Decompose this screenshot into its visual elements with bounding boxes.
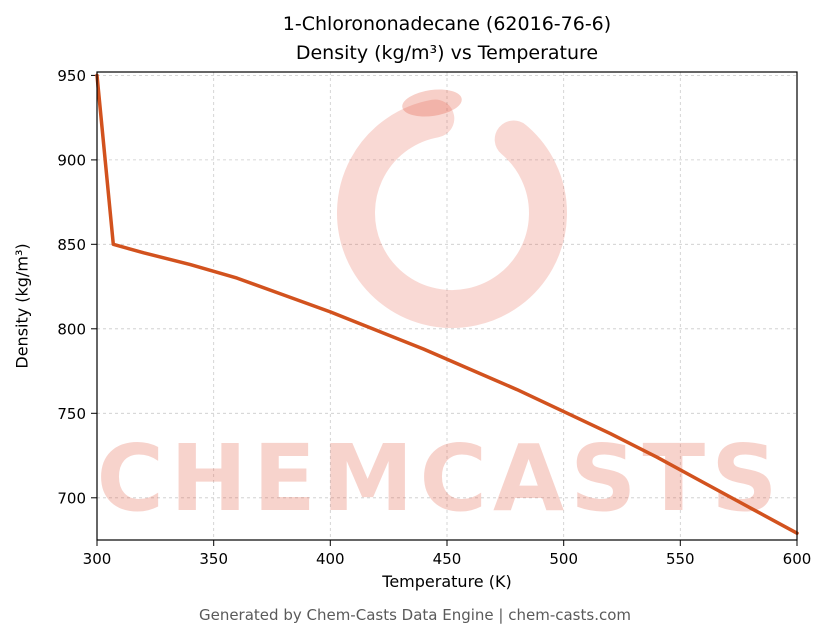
y-tick-label: 800 [57,320,86,338]
chemcasts-logo-watermark [337,89,567,329]
x-tick-label: 600 [783,550,812,568]
chemcasts-text-watermark: CHEMCASTS [97,425,784,532]
x-tick-label: 400 [316,550,345,568]
x-tick-label: 350 [199,550,228,568]
x-tick-label: 300 [83,550,112,568]
x-tick-label: 500 [549,550,578,568]
y-tick-label: 700 [57,489,86,507]
y-tick-label: 950 [57,67,86,85]
chart-title: 1-Chlorononadecane (62016-76-6) Density … [97,10,797,68]
x-axis-label: Temperature (K) [382,572,512,591]
footer-attribution: Generated by Chem-Casts Data Engine | ch… [198,606,632,624]
chart-title-line1: 1-Chlorononadecane (62016-76-6) [282,13,612,35]
y-tick-label: 850 [57,236,86,254]
plot-frame [96,71,798,541]
x-tick-label: 450 [433,550,462,568]
y-tick-label: 750 [57,405,86,423]
density-line [95,73,799,535]
y-tick-label: 900 [57,151,86,169]
x-tick-label: 550 [666,550,695,568]
chart-title-line2: Density (kg/m³) vs Temperature [295,42,599,64]
